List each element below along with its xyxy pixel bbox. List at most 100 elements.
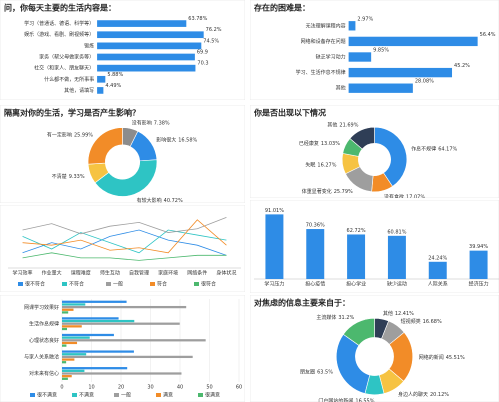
bar bbox=[306, 229, 325, 279]
legend-swatch bbox=[198, 393, 203, 397]
slice-value: 40.72% bbox=[164, 197, 183, 203]
category-label: 网络和设备存在问题 bbox=[301, 38, 346, 45]
slice-value: 16.55% bbox=[355, 398, 374, 402]
legend-swatch bbox=[114, 393, 119, 397]
x-tick-label: 20 bbox=[118, 385, 124, 391]
bar bbox=[97, 20, 187, 27]
chart-title: 对焦虑的信息主要来自于： bbox=[254, 298, 350, 308]
slice-value: 21.69% bbox=[339, 122, 358, 128]
category-label: 娱乐（游戏、看剧、刷视频等） bbox=[24, 31, 94, 38]
x-tick-label: 学习压力 bbox=[264, 281, 284, 288]
category-label: 生活作息规律 bbox=[29, 320, 59, 327]
series-line bbox=[22, 252, 227, 261]
slice-label: 朋友圈 63.5% bbox=[300, 368, 333, 375]
slice bbox=[374, 126, 408, 187]
slice bbox=[349, 126, 375, 150]
x-tick-label: 作业量大 bbox=[42, 270, 62, 277]
slice-name: 朋友圈 bbox=[300, 368, 315, 375]
panel: 问，你每天主要的生活内容是： 学习（普通话、德语、科学等） 63.78% 娱乐（游戏、… bbox=[0, 0, 245, 100]
bar bbox=[387, 235, 406, 279]
category-label: 什么都不做，无所事事 bbox=[44, 76, 94, 83]
category-label: 网课学习效果好 bbox=[24, 304, 59, 311]
category-label: 缺乏学习动力 bbox=[316, 54, 346, 61]
slice-label: 主流媒体 31.2% bbox=[316, 314, 354, 321]
slice-value: 17.07% bbox=[406, 194, 425, 200]
x-tick-label: 担心疫情 bbox=[305, 281, 325, 288]
slice-name: 体重显著变化 bbox=[302, 188, 332, 195]
slice-name: 不清楚 bbox=[52, 173, 67, 180]
value-label: 70.36% bbox=[306, 223, 325, 229]
x-tick-label: 缺少运动 bbox=[387, 281, 407, 288]
panel: 0 10 20 30 40 50 60 网课学习效果好生活作息规律心理状态良好与家人关系融洽对… bbox=[0, 295, 245, 402]
category-label: 锻炼 bbox=[84, 42, 94, 49]
x-tick-label: 60 bbox=[236, 385, 242, 391]
category-label: 无法理解课程内容 bbox=[306, 22, 346, 29]
panel: 存在的困难是： 无法理解课程内容 2.97% 网络和设备存在问题 56.4% 缺乏学习动力… bbox=[250, 0, 499, 100]
value-label: 9.85% bbox=[373, 47, 389, 53]
series-line bbox=[22, 229, 227, 256]
legend-swatch bbox=[18, 282, 23, 286]
bar bbox=[62, 311, 69, 314]
legend-swatch bbox=[62, 282, 67, 286]
category-label: 心理状态良好 bbox=[29, 337, 59, 344]
slice-name: 门户网站的新闻 bbox=[318, 397, 353, 402]
slice-label: 作息不规律 64.17% bbox=[411, 145, 457, 152]
slice-value: 16.58% bbox=[178, 137, 197, 143]
legend-label: 不满意 bbox=[79, 392, 94, 399]
x-tick-label: 课程难度 bbox=[71, 270, 91, 277]
value-label: 5.88% bbox=[107, 72, 123, 78]
x-tick-label: 自我管理 bbox=[129, 270, 149, 277]
slice-label: 体重显著变化 25.79% bbox=[302, 188, 353, 195]
x-tick-label: 经济压力 bbox=[469, 281, 489, 288]
bar bbox=[62, 333, 114, 337]
legend-label: 很符合 bbox=[201, 281, 216, 288]
x-tick-label: 师生互动 bbox=[100, 270, 120, 277]
panel-bg bbox=[0, 0, 245, 100]
bar bbox=[62, 344, 67, 347]
slice-label: 影响很大 16.58% bbox=[156, 136, 197, 143]
slice-label: 没有影响 7.38% bbox=[132, 119, 170, 126]
bar bbox=[62, 377, 68, 380]
slice-label: 有一定影响 25.99% bbox=[47, 131, 93, 138]
legend-label: 很满意 bbox=[205, 392, 220, 399]
bar bbox=[62, 350, 134, 353]
slice-name: 有一定影响 bbox=[47, 131, 72, 138]
bar bbox=[97, 53, 195, 61]
slice-label: 有较大影响 40.72% bbox=[137, 196, 183, 203]
series-line bbox=[22, 229, 227, 254]
series-line bbox=[22, 219, 227, 254]
legend-label: 一般 bbox=[121, 392, 131, 399]
value-label: 70.3 bbox=[197, 61, 208, 67]
x-tick-label: 身体状况 bbox=[216, 270, 236, 277]
bar bbox=[97, 87, 104, 94]
legend-swatch bbox=[150, 282, 155, 286]
bar bbox=[428, 261, 447, 279]
bar bbox=[265, 214, 284, 279]
bar bbox=[62, 325, 82, 328]
legend-label: 符合 bbox=[157, 281, 167, 288]
slice bbox=[342, 317, 375, 346]
legend-swatch bbox=[194, 282, 199, 286]
x-tick-label: 40 bbox=[177, 385, 183, 391]
bar bbox=[348, 21, 356, 31]
panel-bg bbox=[250, 0, 499, 100]
bar bbox=[62, 358, 75, 361]
bar bbox=[62, 336, 90, 339]
x-tick-label: 0 bbox=[60, 385, 63, 391]
bar bbox=[62, 322, 180, 325]
bar bbox=[62, 361, 67, 364]
value-label: 2.97% bbox=[357, 16, 373, 22]
slice-label: 短视频类 16.68% bbox=[401, 317, 442, 324]
category-label: 社交（和家人、朋友聊天） bbox=[34, 65, 94, 72]
legend-swatch bbox=[30, 393, 35, 397]
slice-name: 已经康复 bbox=[299, 139, 319, 146]
slice bbox=[94, 159, 158, 197]
series-line bbox=[22, 216, 227, 235]
slice-value: 25.79% bbox=[334, 189, 353, 195]
value-label: 62.72% bbox=[347, 228, 366, 234]
slice-value: 20.12% bbox=[430, 391, 449, 397]
chart-title: 问，你每天主要的生活内容是： bbox=[4, 3, 116, 13]
slice-value: 16.27% bbox=[317, 162, 336, 168]
